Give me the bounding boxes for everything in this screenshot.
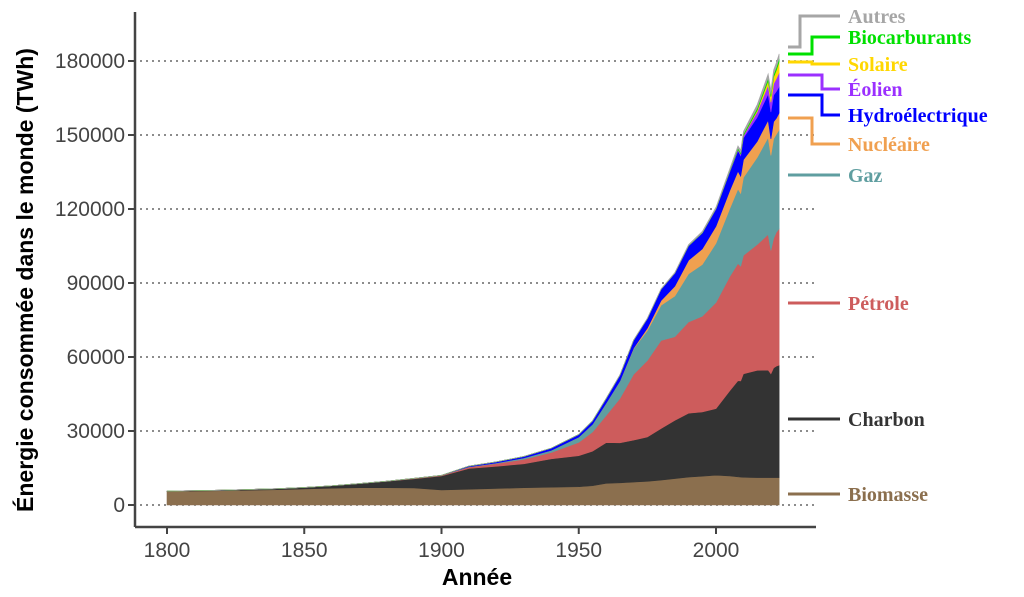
legend-label: Gaz [848,165,883,187]
x-tick-label: 1900 [418,539,465,562]
y-axis-label: Énergie consommée dans le monde (TWh) [11,48,38,512]
y-tick-label: 0 [113,494,125,517]
legend-label: Biomasse [848,484,928,506]
legend-item: Pétrole [788,293,909,315]
legend-connector [788,116,840,146]
y-ticks: 0 30000 60000 90000 120000 150000 180000 [55,50,135,517]
legend-connector [788,60,840,66]
legend-item: Biomasse [788,484,928,506]
legend-label: Hydroélectrique [848,105,988,127]
legend-connector [788,73,840,91]
y-tick-label: 150000 [55,124,125,147]
area-autres [166,53,780,492]
legend-item: Charbon [788,409,925,431]
legend-connector [788,35,840,56]
x-ticks: 1800 1850 1900 1950 2000 [144,527,740,562]
legend-item: Hydroélectrique [788,93,988,127]
y-tick-label: 120000 [55,198,125,221]
legend-label: Solaire [848,54,908,76]
legend-label: Autres [848,6,906,28]
legend-item: Autres [788,6,906,49]
series-areas [166,53,780,506]
legend-label: Pétrole [848,293,909,315]
y-tick-label: 60000 [67,346,125,369]
x-tick-label: 2000 [693,539,740,562]
legend-label: Charbon [848,409,925,431]
legend-item: Nucléaire [788,116,930,156]
legend-connector [788,14,840,49]
x-tick-label: 1850 [281,539,328,562]
legend-label: Nucléaire [848,134,930,156]
x-axis-label: Année [442,564,512,590]
y-tick-label: 90000 [67,272,125,295]
legend-item: Éolien [788,73,902,101]
legend-label: Éolien [848,78,902,101]
y-tick-label: 180000 [55,50,125,73]
legend-item: Gaz [788,165,883,187]
y-tick-label: 30000 [67,420,125,443]
legend-connector [788,93,840,117]
x-tick-label: 1950 [555,539,602,562]
legend-item: Solaire [788,54,908,76]
x-tick-label: 1800 [144,539,191,562]
legend-label: Biocarburants [848,27,972,49]
legend-item: Biocarburants [788,27,972,56]
legend: Biomasse Charbon Pétrole Gaz Nucléaire Hydroé… [788,6,988,506]
